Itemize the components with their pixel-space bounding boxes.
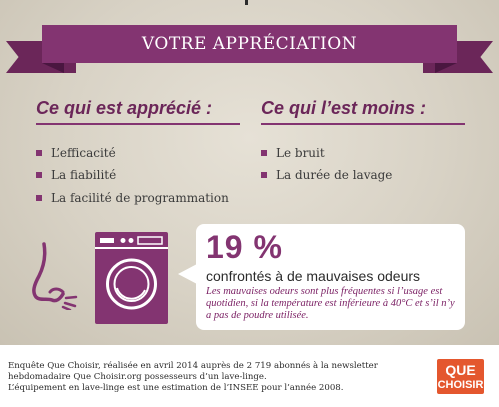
footer [0,345,499,407]
bullet-icon [261,172,267,178]
less-appreciated-list: Le bruit La durée de lavage [261,142,392,187]
less-appreciated-divider [261,123,465,125]
bullet-icon [36,172,42,178]
nose-icon [32,242,78,310]
bullet-icon [36,194,42,201]
appreciated-title: Ce qui est apprécié : [36,98,213,118]
list-item-label: La fiabilité [51,168,117,182]
bubble-tail [178,264,197,284]
banner-title: VOTRE APPRÉCIATION [141,34,358,54]
footer-text: Enquête Que Choisir, réalisée en avril 2… [8,361,428,395]
list-item: Le bruit [261,142,392,163]
bullet-icon [261,149,267,156]
bullet-icon [36,149,42,156]
logo-line-2: CHOISIR [437,378,484,391]
top-mark [245,0,248,5]
appreciated-divider [36,123,240,125]
less-appreciated-title: Ce qui l’est moins : [261,98,427,118]
list-item-label: La facilité de programmation [51,190,229,205]
stat-label: confrontés à de mauvaises odeurs [206,268,421,284]
ribbon-fold-right [435,63,457,73]
que-choisir-logo: QUE CHOISIR [437,359,484,394]
washing-machine-icon [95,232,168,324]
ribbon-fold-left [42,63,64,73]
footer-line: hebdomadaire Que Choisir.org possesseurs… [8,372,267,383]
list-item: L’efficacité [36,142,229,163]
list-item: La facilité de programmation [36,187,229,208]
footer-line: Enquête Que Choisir, réalisée en avril 2… [8,361,378,371]
logo-line-1: QUE [445,361,476,378]
stat-value: 19 % [206,229,283,265]
list-item-label: Le bruit [276,145,325,160]
banner: VOTRE APPRÉCIATION [42,25,457,63]
list-item-label: La durée de lavage [276,168,393,182]
footer-line: L’équipement en lave-linge est une estim… [8,383,344,394]
list-item: La fiabilité [36,165,229,186]
appreciated-list: L’efficacité La fiabilité La facilité de… [36,142,229,210]
list-item-label: L’efficacité [51,145,116,160]
list-item: La durée de lavage [261,165,392,186]
stat-note: Les mauvaises odeurs sont plus fréquente… [206,286,455,321]
stat-bubble [196,224,465,330]
